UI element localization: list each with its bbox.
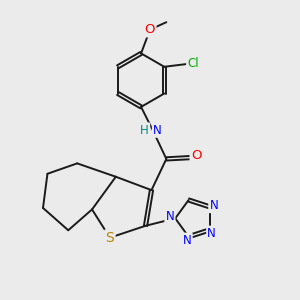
Text: H: H	[140, 124, 149, 136]
Text: S: S	[106, 231, 114, 245]
Text: N: N	[209, 199, 218, 212]
Text: N: N	[166, 210, 174, 224]
Text: N: N	[183, 234, 191, 247]
Text: O: O	[145, 23, 155, 36]
Text: N: N	[207, 227, 216, 240]
Text: N: N	[153, 124, 162, 136]
Text: Cl: Cl	[187, 57, 199, 70]
Text: O: O	[191, 149, 201, 162]
